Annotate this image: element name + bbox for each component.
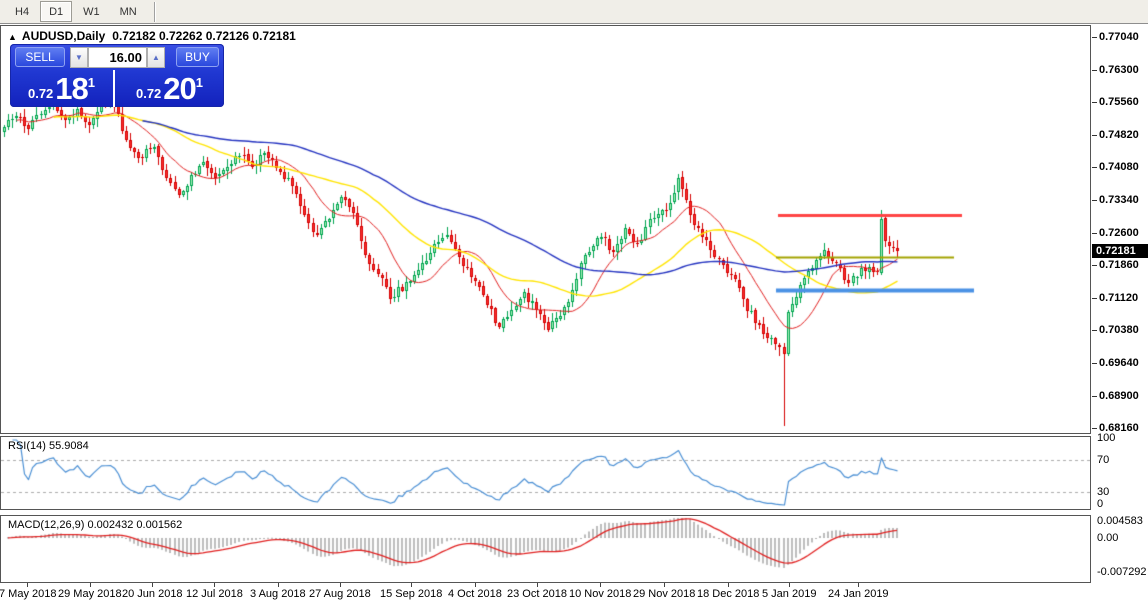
toolbar-button-d1[interactable]: D1 [40,1,73,22]
date-tick [728,583,729,587]
price-axis-label: 0.69640 [1099,357,1139,369]
price-axis-tick [1092,363,1097,364]
buy-price-base: 0.72 [135,86,162,101]
date-tick [664,583,665,587]
price-axis-tick [1092,233,1097,234]
macd-axis-label: 0.004583 [1097,515,1143,527]
date-label: 7 May 2018 [0,588,57,600]
price-axis-label: 0.73340 [1099,194,1139,206]
current-price-badge: 0.72181 [1092,244,1148,258]
rsi-axis-label: 30 [1097,486,1110,498]
date-label: 12 Jul 2018 [186,588,243,600]
date-label: 3 Aug 2018 [250,588,306,600]
toolbar-separator [153,1,156,22]
price-axis-tick [1092,70,1097,71]
date-label: 5 Jan 2019 [762,588,817,600]
price-axis-label: 0.74080 [1099,161,1139,174]
symbol-period-label: AUDUSD,Daily [21,29,106,43]
price-axis-label: 0.75560 [1099,96,1139,109]
price-axis-label: 0.71860 [1099,259,1139,272]
panel-divider [113,70,115,107]
rsi-label: RSI(14) 55.9084 [8,440,89,452]
date-label: 27 Aug 2018 [309,588,371,600]
sell-price-button[interactable]: 0.72 18 1 [10,70,113,107]
macd-axis-label: -0.007292 [1097,566,1147,578]
rsi-axis-label: 100 [1097,432,1116,444]
sell-button[interactable]: SELL [15,47,65,67]
timeframe-toolbar: H4 D1 W1 MN [0,0,1148,24]
date-label: 15 Sep 2018 [380,588,443,600]
price-axis-tick [1092,265,1097,266]
price-axis-label: 0.72600 [1099,226,1139,239]
price-axis-label: 0.74820 [1099,128,1139,141]
toolbar-button-w1[interactable]: W1 [83,5,100,18]
price-axis-tick [1092,135,1097,136]
sell-price-fraction: 1 [87,75,96,90]
buy-button[interactable]: BUY [176,47,219,67]
sell-price-pips: 18 [55,71,88,106]
price-axis-label: 0.76300 [1099,63,1139,76]
collapse-panel-arrow-icon[interactable]: ▲ [8,32,17,42]
date-tick [152,583,153,587]
buy-price-button[interactable]: 0.72 20 1 [115,70,224,107]
price-axis-tick [1092,330,1097,331]
price-axis-label: 0.71120 [1099,291,1139,304]
price-axis-tick [1092,298,1097,299]
buy-price-pips: 20 [163,71,196,106]
date-tick [600,583,601,587]
date-tick [858,583,859,587]
date-tick [340,583,341,587]
macd-canvas[interactable] [1,516,1090,582]
date-tick [789,583,790,587]
price-axis-tick [1092,102,1097,103]
ohlc-values: 0.72182 0.72262 0.72126 0.72181 [112,29,296,43]
date-label: 10 Nov 2018 [569,588,632,600]
triangle-down-icon: ▼ [75,53,83,62]
rsi-canvas[interactable] [1,437,1090,509]
date-tick [475,583,476,587]
date-tick [214,583,215,587]
date-label: 18 Dec 2018 [697,588,760,600]
date-tick [537,583,538,587]
macd-label: MACD(12,26,9) 0.002432 0.001562 [8,519,183,531]
date-label: 4 Oct 2018 [448,588,502,600]
date-tick [278,583,279,587]
volume-increase-button[interactable]: ▲ [147,47,165,68]
date-label: 29 May 2018 [58,588,122,600]
price-axis-label: 0.68900 [1099,389,1139,402]
rsi-axis-label: 70 [1097,454,1110,466]
macd-axis-label: 0.00 [1097,532,1119,544]
date-label: 29 Nov 2018 [633,588,696,600]
date-label: 20 Jun 2018 [122,588,183,600]
rsi-axis-label: 0 [1097,498,1104,510]
toolbar-button-h4[interactable]: H4 [15,5,30,18]
price-axis-tick [1092,167,1097,168]
chart-title: ▲ AUDUSD,Daily 0.72182 0.72262 0.72126 0.7… [8,29,296,43]
date-tick [411,583,412,587]
price-axis-label: 0.68160 [1099,422,1139,435]
date-tick [27,583,28,587]
date-label: 23 Oct 2018 [507,588,567,600]
date-tick [90,583,91,587]
sell-price-base: 0.72 [27,86,54,101]
price-axis-tick [1092,200,1097,201]
triangle-up-icon: ▲ [152,53,160,62]
buy-price-fraction: 1 [195,75,204,90]
date-label: 24 Jan 2019 [828,588,889,600]
price-axis-label: 0.77040 [1099,31,1139,43]
price-axis-tick [1092,396,1097,397]
toolbar-button-mn[interactable]: MN [119,5,137,18]
price-axis-tick [1092,428,1097,429]
volume-input[interactable] [88,47,147,68]
volume-decrease-button[interactable]: ▼ [70,47,88,68]
price-axis-label: 0.70380 [1099,324,1139,337]
price-axis-tick [1092,37,1097,38]
